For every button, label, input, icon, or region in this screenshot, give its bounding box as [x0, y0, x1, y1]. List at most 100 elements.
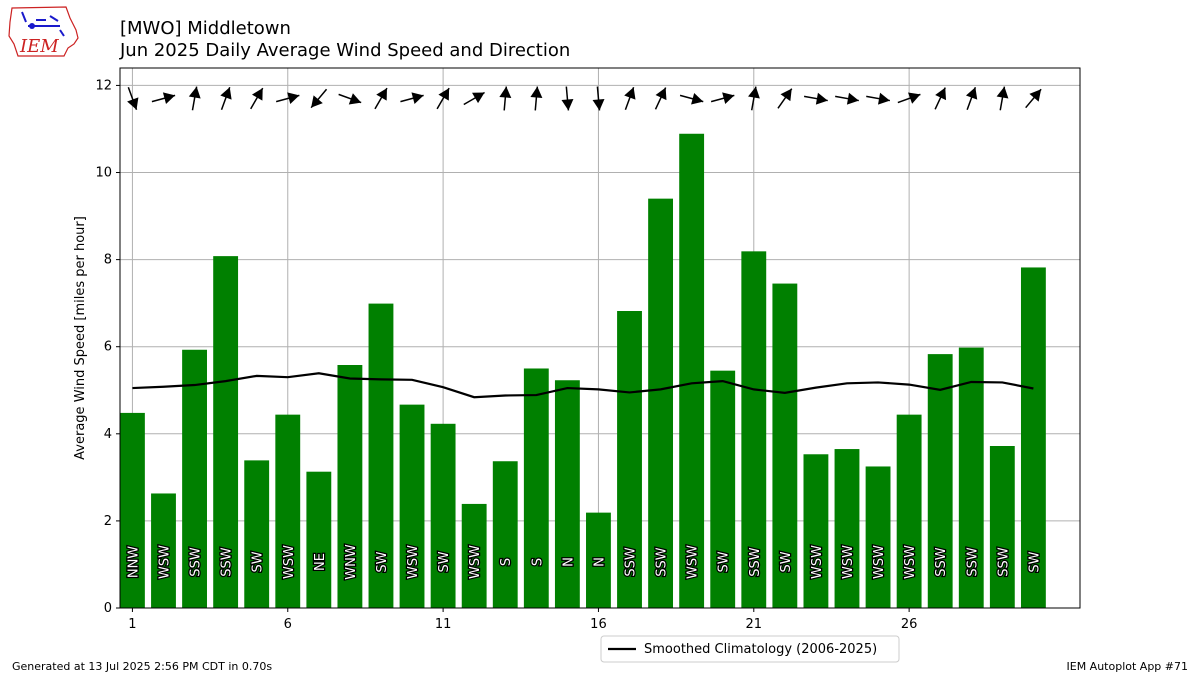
direction-label: WNW — [344, 544, 359, 580]
logo-dot — [29, 23, 35, 29]
wind-arrow-head — [780, 88, 792, 102]
direction-label: WSW — [468, 545, 483, 579]
bar — [523, 368, 549, 608]
direction-label: SSW — [220, 547, 235, 577]
bar — [306, 471, 332, 608]
bar — [958, 347, 984, 608]
direction-label: SW — [717, 551, 732, 572]
bar — [399, 404, 425, 608]
y-tick-label: 10 — [95, 166, 112, 181]
direction-label: N — [561, 557, 576, 567]
wind-arrow-head — [815, 92, 828, 105]
direction-label: SSW — [655, 547, 670, 577]
wind-arrow-head — [530, 86, 543, 99]
bar — [586, 512, 611, 608]
bar — [772, 283, 798, 608]
bar — [865, 466, 891, 608]
direction-label: SW — [375, 551, 390, 572]
wind-arrow-head — [935, 87, 947, 101]
logo-state-outline — [8, 6, 79, 57]
wind-arrow-head — [846, 92, 859, 105]
direction-label: WSW — [810, 545, 825, 579]
bar — [803, 454, 829, 608]
bar — [182, 349, 207, 608]
legend-box — [600, 635, 900, 663]
chart-subtitle: Jun 2025 Daily Average Wind Speed and Di… — [120, 40, 571, 61]
legend-label: Smoothed Climatology (2006-2025) — [644, 642, 877, 657]
bar — [989, 446, 1015, 608]
bar — [275, 414, 301, 608]
bar — [1020, 267, 1046, 608]
direction-label: SSW — [624, 547, 639, 577]
climatology-line — [132, 372, 1034, 399]
x-tick-label: 6 — [284, 617, 292, 632]
bar — [741, 251, 767, 608]
direction-label: NE — [313, 553, 328, 571]
direction-label: WSW — [841, 545, 856, 579]
wind-arrow-head — [472, 92, 485, 104]
logo-text: IEM — [19, 36, 59, 57]
direction-label: WSW — [872, 545, 887, 579]
wind-arrow-head — [499, 86, 512, 99]
chart-title: [MWO] Middletown — [120, 18, 291, 39]
direction-label: SSW — [748, 547, 763, 577]
direction-label: SSW — [996, 547, 1011, 577]
y-tick-label: 4 — [104, 427, 112, 442]
x-tick-label: 26 — [901, 617, 918, 632]
bar — [927, 354, 953, 608]
bar — [461, 503, 487, 608]
y-tick-label: 8 — [104, 253, 112, 268]
bar — [151, 493, 176, 608]
bar — [896, 414, 922, 608]
y-axis-label: Average Wind Speed [miles per hour] — [73, 216, 88, 460]
wind-arrow-head — [748, 86, 760, 99]
direction-label: WSW — [903, 545, 918, 579]
bar — [617, 311, 642, 608]
bar — [337, 365, 363, 608]
direction-label: NNW — [126, 546, 141, 578]
bar — [213, 256, 239, 608]
wind-arrow-head — [1029, 89, 1042, 102]
wind-arrow-head — [722, 92, 735, 105]
app-label: IEM Autoplot App #71 — [1066, 660, 1189, 673]
wind-arrow-head — [376, 88, 387, 101]
direction-label: SW — [1027, 551, 1042, 572]
logo: IEM — [8, 6, 79, 57]
bar — [648, 198, 674, 609]
x-tick-label: 1 — [128, 617, 136, 632]
direction-label: WSW — [686, 545, 701, 579]
y-tick-label: 0 — [104, 601, 112, 616]
direction-label: SW — [779, 551, 794, 572]
bar — [492, 461, 518, 608]
bar — [679, 133, 705, 609]
wind-arrow-head — [127, 97, 139, 110]
direction-label: WSW — [406, 545, 421, 579]
wind-arrow-head — [878, 92, 890, 105]
wind-arrow-head — [411, 92, 424, 105]
wind-arrow-head — [438, 88, 450, 101]
direction-label: S — [530, 558, 545, 566]
y-tick-label: 2 — [104, 514, 112, 529]
direction-label: SSW — [189, 547, 204, 577]
direction-label: N — [592, 557, 607, 567]
wind-arrow-head — [965, 87, 978, 100]
x-tick-label: 11 — [435, 617, 452, 632]
bar — [554, 380, 580, 608]
plot-frame — [119, 67, 1081, 609]
logo-weather-icon — [21, 11, 65, 37]
wind-arrow-head — [348, 93, 362, 105]
bar — [834, 449, 860, 608]
wind-arrow-head — [996, 86, 1009, 99]
wind-arrow-head — [220, 87, 232, 100]
direction-label: S — [499, 558, 514, 566]
x-tick-label: 21 — [746, 617, 763, 632]
direction-label: WSW — [157, 545, 172, 579]
wind-arrow-head — [592, 98, 605, 111]
wind-arrow-head — [691, 92, 704, 105]
wind-arrow-head — [624, 87, 636, 100]
wind-arrow-head — [311, 95, 323, 108]
wind-arrow-head — [252, 88, 263, 101]
wind-arrow-head — [908, 92, 921, 104]
direction-label: WSW — [282, 545, 297, 579]
